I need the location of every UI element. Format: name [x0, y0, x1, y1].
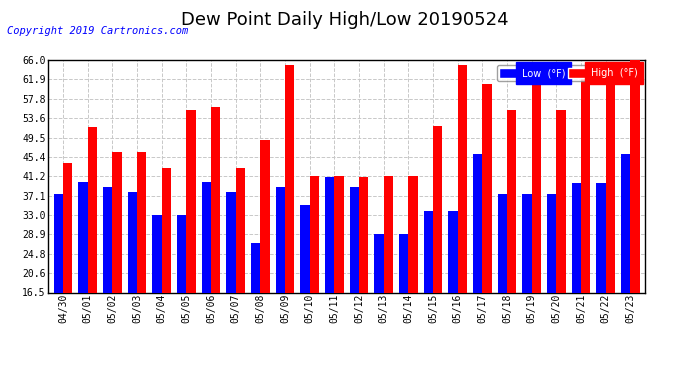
Bar — [260, 140, 270, 370]
Bar — [276, 187, 285, 370]
Bar — [571, 183, 581, 370]
Bar — [384, 177, 393, 370]
Bar — [300, 205, 310, 370]
Bar — [375, 234, 384, 370]
Bar — [161, 168, 171, 370]
Bar — [103, 187, 112, 370]
Bar — [408, 177, 417, 370]
Bar — [226, 192, 236, 370]
Bar — [547, 194, 556, 370]
Bar — [507, 110, 516, 370]
Bar — [522, 194, 532, 370]
Bar — [631, 60, 640, 370]
Bar — [54, 194, 63, 370]
Bar — [482, 84, 492, 370]
Bar — [606, 65, 615, 370]
Bar — [596, 183, 606, 370]
Bar — [177, 214, 186, 370]
Bar — [424, 211, 433, 370]
Bar — [251, 243, 260, 370]
Bar — [581, 78, 591, 370]
Bar — [399, 234, 408, 370]
Text: Copyright 2019 Cartronics.com: Copyright 2019 Cartronics.com — [7, 26, 188, 36]
Bar — [310, 177, 319, 370]
Legend: Low  (°F), High  (°F): Low (°F), High (°F) — [497, 65, 640, 81]
Bar — [359, 177, 368, 370]
Bar — [497, 194, 507, 370]
Bar — [335, 177, 344, 370]
Bar — [79, 182, 88, 370]
Bar — [532, 78, 541, 370]
Bar — [137, 152, 146, 370]
Text: Dew Point Daily High/Low 20190524: Dew Point Daily High/Low 20190524 — [181, 11, 509, 29]
Bar — [186, 110, 196, 370]
Bar — [433, 126, 442, 370]
Bar — [556, 110, 566, 370]
Bar — [621, 154, 631, 370]
Bar — [201, 182, 211, 370]
Bar — [448, 211, 457, 370]
Bar — [152, 214, 161, 370]
Bar — [457, 65, 467, 370]
Bar — [350, 187, 359, 370]
Bar — [285, 65, 295, 370]
Bar — [128, 192, 137, 370]
Bar — [236, 168, 245, 370]
Bar — [88, 127, 97, 370]
Bar — [473, 154, 482, 370]
Bar — [112, 152, 122, 370]
Bar — [325, 177, 335, 370]
Bar — [211, 108, 220, 370]
Bar — [63, 163, 72, 370]
